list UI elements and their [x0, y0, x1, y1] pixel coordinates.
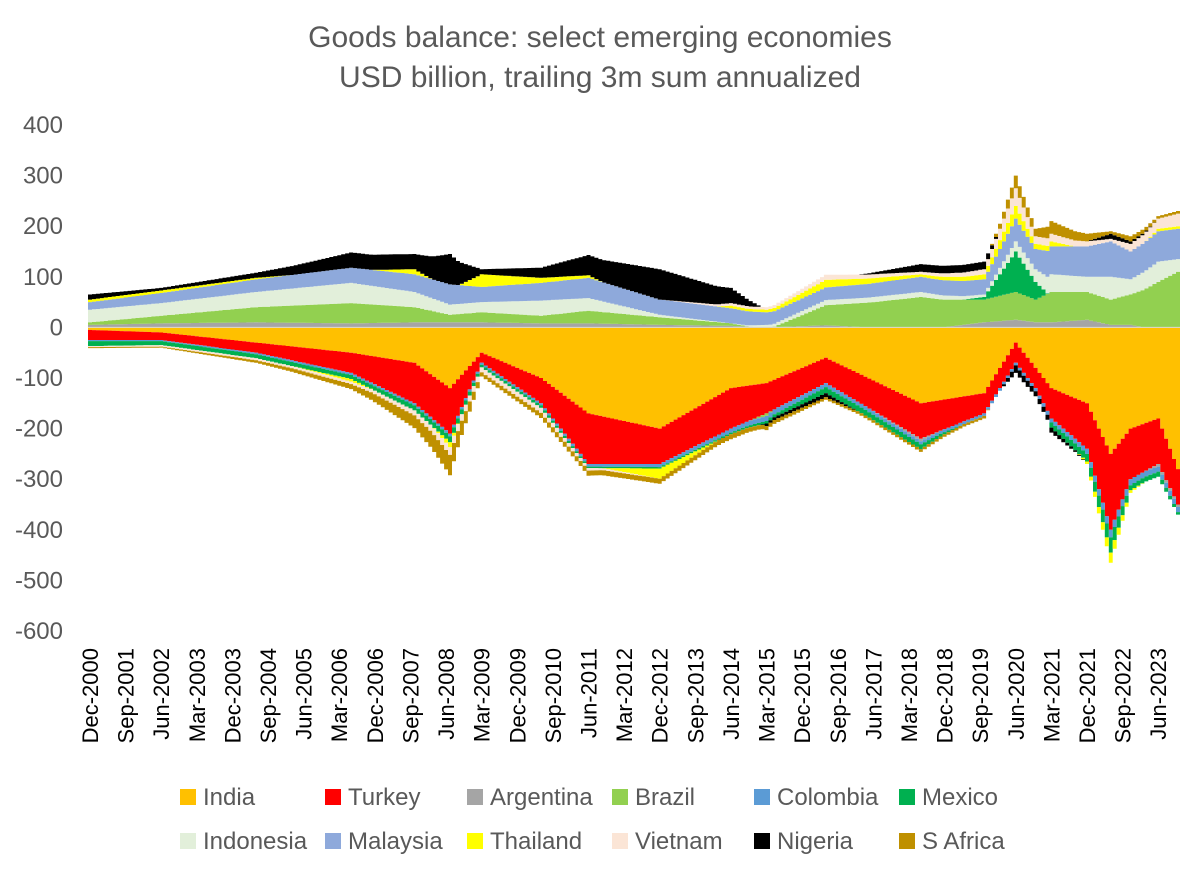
x-tick-label: Jun-2011 — [577, 648, 602, 738]
y-axis: 400 300 200 100 0 -100 -200 -300 -400 -500 -600 — [15, 112, 63, 645]
legend-label-malaysia: Malaysia — [348, 828, 443, 855]
x-tick-label: Sep-2016 — [826, 648, 851, 743]
legend-swatch-argentina — [467, 789, 483, 805]
x-tick-label: Dec-2003 — [220, 648, 245, 743]
legend-swatch-s-africa — [899, 833, 915, 849]
legend-label-turkey: Turkey — [348, 784, 420, 811]
y-tick-label: 400 — [23, 112, 63, 139]
legend-swatch-nigeria — [754, 833, 770, 849]
y-tick-label: 200 — [23, 213, 63, 240]
y-tick-label: 100 — [23, 264, 63, 291]
x-tick-label: Sep-2010 — [541, 648, 566, 743]
series-area-negative-turkey — [88, 329, 1180, 530]
legend-label-s-africa: S Africa — [922, 828, 1005, 855]
x-tick-label: Sep-2001 — [114, 648, 139, 743]
x-tick-label: Jun-2017 — [861, 648, 886, 740]
x-tick-label: Sep-2019 — [968, 648, 993, 743]
y-tick-label: -100 — [15, 365, 63, 392]
x-tick-label: Sep-2007 — [399, 648, 424, 743]
x-tick-label: Mar-2006 — [327, 648, 352, 742]
y-tick-label: -600 — [15, 618, 63, 645]
x-tick-label: Dec-2000 — [78, 648, 103, 743]
x-tick-label: Mar-2021 — [1039, 648, 1064, 742]
legend-swatch-mexico — [899, 789, 915, 805]
y-tick-label: -500 — [15, 567, 63, 594]
chart-title: Goods balance: select emerging economies — [308, 21, 892, 54]
legend-label-indonesia: Indonesia — [203, 828, 308, 855]
legend: India Turkey Argentina Brazil Colombia Mexico… — [180, 784, 1005, 855]
x-tick-label: Dec-2021 — [1075, 648, 1100, 743]
legend-label-nigeria: Nigeria — [777, 828, 854, 855]
x-axis: Dec-2000 Sep-2001 Jun-2002 Mar-2003 Dec-2003… — [78, 648, 1171, 744]
legend-label-thailand: Thailand — [490, 828, 582, 855]
x-tick-label: Dec-2015 — [790, 648, 815, 743]
legend-label-india: India — [203, 784, 256, 811]
x-tick-label: Jun-2002 — [149, 648, 174, 740]
x-tick-label: Jun-2020 — [1004, 648, 1029, 740]
x-tick-label: Dec-2018 — [933, 648, 958, 743]
x-tick-label: Dec-2012 — [648, 648, 673, 743]
y-tick-label: -200 — [15, 416, 63, 443]
legend-swatch-brazil — [612, 789, 628, 805]
x-tick-label: Sep-2013 — [683, 648, 708, 743]
x-tick-label: Sep-2004 — [256, 648, 281, 743]
legend-swatch-colombia — [754, 789, 770, 805]
legend-swatch-india — [180, 789, 196, 805]
legend-label-colombia: Colombia — [777, 784, 879, 811]
series-area-positive-brazil — [88, 271, 1180, 328]
legend-label-argentina: Argentina — [490, 784, 593, 811]
x-tick-label: Mar-2012 — [612, 648, 637, 742]
legend-swatch-malaysia — [325, 833, 341, 849]
chart-subtitle: USD billion, trailing 3m sum annualized — [339, 61, 861, 94]
x-tick-label: Dec-2009 — [505, 648, 530, 743]
x-tick-label: Mar-2003 — [185, 648, 210, 742]
x-tick-label: Jun-2005 — [292, 648, 317, 740]
legend-label-vietnam: Vietnam — [635, 828, 723, 855]
legend-swatch-indonesia — [180, 833, 196, 849]
x-tick-label: Jun-2023 — [1146, 648, 1171, 740]
legend-swatch-vietnam — [612, 833, 628, 849]
y-tick-label: -400 — [15, 517, 63, 544]
x-tick-label: Dec-2006 — [363, 648, 388, 743]
legend-label-brazil: Brazil — [635, 784, 695, 811]
x-tick-label: Sep-2022 — [1111, 648, 1136, 743]
series-area-positive-indonesia — [88, 241, 1180, 328]
legend-swatch-turkey — [325, 789, 341, 805]
series-area-positive-nigeria — [88, 188, 1180, 308]
legend-swatch-thailand — [467, 833, 483, 849]
x-tick-label: Mar-2009 — [470, 648, 495, 742]
x-tick-label: Mar-2015 — [755, 648, 780, 742]
series-area-positive-malaysia — [88, 218, 1180, 326]
series-area-negative-india — [88, 327, 1180, 470]
x-tick-label: Mar-2018 — [897, 648, 922, 742]
legend-label-mexico: Mexico — [922, 784, 998, 811]
x-tick-label: Jun-2014 — [719, 648, 744, 740]
x-tick-label: Jun-2008 — [434, 648, 459, 740]
y-tick-label: -300 — [15, 466, 63, 493]
plot-area — [88, 175, 1180, 563]
y-tick-label: 0 — [50, 314, 63, 341]
y-tick-label: 300 — [23, 163, 63, 190]
series-area-positive-argentina — [88, 319, 1180, 328]
